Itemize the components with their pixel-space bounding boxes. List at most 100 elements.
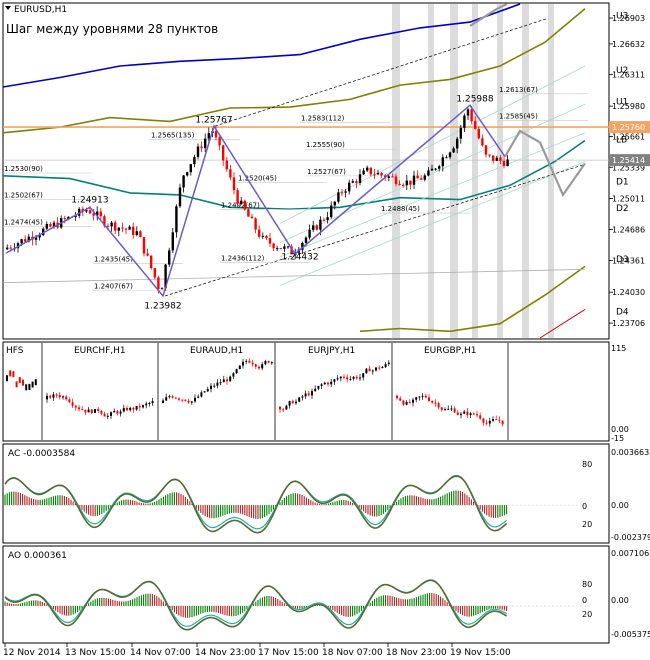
dropdown-arrow-icon[interactable] [5,6,11,10]
hfs-body [282,409,285,411]
price-candle [121,222,124,232]
candle-body [409,180,412,185]
hfs-body [431,400,434,403]
level-label: U2 [616,66,628,76]
candle-body [254,218,257,230]
candle-body [434,168,437,170]
candle-body [45,224,48,229]
candle-body [412,175,416,185]
hfs-candle [405,400,408,406]
price-marker-box [609,121,650,134]
hfs-body [482,418,485,423]
hfs-body [31,381,34,388]
price-candle [466,107,470,121]
hfs-candle [298,396,301,403]
candle-body [182,175,185,188]
hfs-candle [151,397,154,406]
candle-body [24,239,27,242]
hfs-candle [327,381,329,387]
price-candle [315,224,318,231]
hfs-body [440,407,443,410]
candle-body [186,172,189,176]
price-marker-box [609,154,650,167]
hfs-body [412,399,414,403]
hfs-body [453,408,456,413]
candle-body [222,145,225,161]
hfs-candle [52,391,55,401]
price-candle [495,155,498,162]
price-marker-label: 1.25414 [612,156,645,165]
price-candle [124,227,128,235]
candle-body [132,226,135,235]
candle-body [229,169,232,178]
hfs-candle [482,417,485,426]
hfs-candle [197,394,200,399]
hfs-candle [190,401,193,405]
candle-body [405,180,408,186]
hfs-body [210,385,212,390]
hfs-panel-frame [2,341,610,442]
hfs-body [387,362,390,365]
time-label-1: 13 Nov 15:00 [65,648,126,658]
candle-body [92,213,95,216]
candle-body [430,168,434,171]
hfs-body [12,371,15,378]
hfs-body [226,379,228,382]
candle-body [175,206,178,233]
hfs-candle [368,365,371,372]
hfs-body [238,365,241,369]
price-candle [430,164,434,171]
time-label-4: 17 Nov 15:00 [258,648,319,658]
hfs-body [330,381,333,385]
price-candle [114,220,117,234]
hfs-body [235,368,238,374]
candle-body [261,235,264,237]
hfs-candle [270,361,273,365]
ac-panel-frame [2,443,610,544]
fan-line [279,132,586,258]
candle-body [240,200,243,204]
hfs-body [355,376,358,379]
price-candle [261,232,264,240]
price-candle [200,141,203,152]
hfs-body [251,362,254,365]
hfs-candle [206,386,209,392]
ac-tick-top: 0.0036635 [611,448,650,457]
candle-body [340,192,344,194]
hfs-candle [444,407,446,411]
hfs-tick-zero: 0.00 [611,425,629,434]
hfs-candle [336,375,339,381]
projection-path-top [469,3,508,27]
hfs-body [298,397,301,402]
price-candle [416,170,419,179]
ac-tick-zero: 0.00 [611,501,629,510]
candle-body [290,246,293,255]
hfs-candle [181,399,184,403]
hfs-body [399,398,402,401]
hfs-candle [498,416,501,424]
candle-body [438,166,441,169]
hfs-body [396,395,398,399]
hfs-body [371,370,374,372]
main-panel-frame [2,2,610,340]
candle-body [67,216,70,220]
hfs-body [365,368,368,374]
candle-body [168,250,171,265]
pivot-label: 1.24913 [71,195,108,205]
hfs-candle [320,383,323,390]
hfs-candle [495,415,498,421]
hfs-candle [352,375,355,381]
hfs-candle [258,365,260,370]
hfs-candle [58,392,61,400]
price-candle [286,245,290,249]
ao-pane [4,579,590,631]
hfs-body [28,383,31,390]
price-candle [423,173,426,182]
candle-body [369,167,372,175]
price-candle [376,169,380,175]
hfs-candle [100,410,103,416]
hfs-candle [488,417,491,427]
candle-body [204,138,207,149]
hfs-candle [466,408,469,419]
price-candle [225,156,228,172]
